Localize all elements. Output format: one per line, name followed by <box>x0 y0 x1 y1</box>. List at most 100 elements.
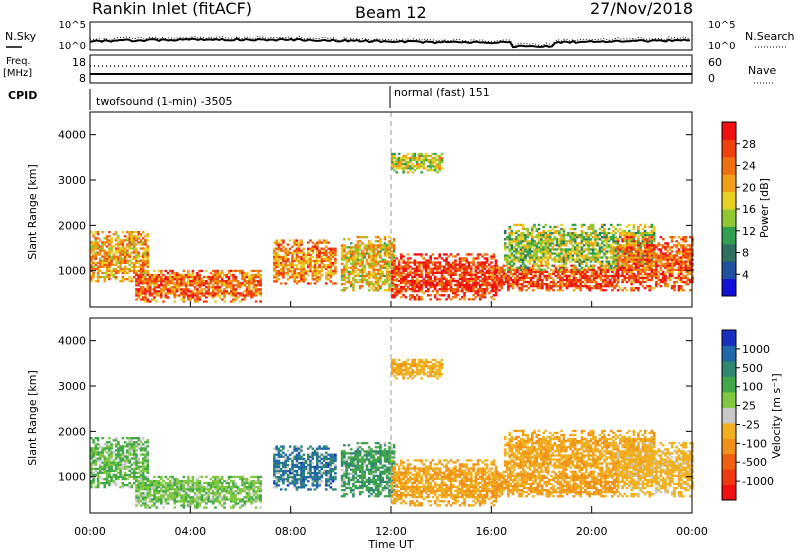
power-cell <box>257 273 260 277</box>
power-cell <box>101 245 104 248</box>
power-cell <box>485 290 489 293</box>
power-cell <box>94 237 98 240</box>
power-cell <box>483 277 487 281</box>
power-cell <box>101 261 104 264</box>
power-cell <box>612 240 615 243</box>
power-cell <box>391 253 394 256</box>
power-cell <box>591 231 595 235</box>
power-cell <box>652 268 656 271</box>
power-cell <box>180 298 183 301</box>
power-cell <box>630 256 633 259</box>
power-cell <box>397 265 401 268</box>
power-cell <box>621 240 624 243</box>
power-cell <box>680 287 683 290</box>
power-cell <box>563 274 567 278</box>
power-cell <box>666 254 669 257</box>
power-cell <box>363 266 366 269</box>
power-cell <box>343 248 346 251</box>
power-cell <box>611 270 614 273</box>
power-cell <box>540 238 543 241</box>
power-cell <box>92 243 95 246</box>
freq-label: Freq. <box>6 56 31 67</box>
power-cell <box>424 269 428 272</box>
power-cell <box>670 270 674 273</box>
power-cell <box>508 227 511 231</box>
power-cell <box>528 248 532 251</box>
power-cell <box>470 277 473 281</box>
power-cell <box>397 290 401 293</box>
power-cell <box>117 257 120 260</box>
power-cell <box>603 227 606 231</box>
velocity-cell <box>96 447 100 450</box>
power-cell <box>345 268 348 271</box>
power-cell <box>374 240 378 243</box>
power-cell <box>583 278 587 282</box>
power-cell <box>313 243 317 246</box>
power-cell <box>112 245 116 248</box>
power-cell <box>541 264 544 267</box>
power-cell <box>144 300 147 303</box>
power-cell <box>610 236 613 239</box>
power-cell <box>570 264 573 267</box>
power-cell <box>101 271 104 275</box>
power-cell <box>585 258 588 261</box>
power-cell <box>232 294 235 297</box>
power-cell <box>597 276 600 280</box>
power-cell <box>568 285 571 288</box>
power-cell <box>391 269 394 272</box>
power-cell <box>354 270 357 273</box>
power-cell <box>377 236 380 239</box>
power-cell <box>573 252 577 255</box>
power-cell <box>361 264 364 267</box>
power-cell <box>377 244 380 247</box>
power-cell <box>639 260 642 263</box>
power-cell <box>191 278 195 281</box>
power-cell <box>598 262 602 265</box>
velocity-cell <box>110 479 113 483</box>
power-cell <box>565 268 569 271</box>
power-cell <box>616 256 620 259</box>
velocity-cell <box>112 473 116 477</box>
power-cell <box>379 264 382 267</box>
power-cell <box>277 272 281 275</box>
power-cell <box>657 274 660 278</box>
power-cell <box>463 271 466 274</box>
power-cell <box>200 282 204 285</box>
power-cell <box>646 240 649 243</box>
power-cell <box>99 249 102 252</box>
power-cell <box>379 270 382 273</box>
power-cell <box>666 268 669 271</box>
power-cell <box>576 242 579 245</box>
power-cell <box>182 292 186 295</box>
power-cell <box>458 273 462 276</box>
power-cell <box>565 270 569 273</box>
power-cell <box>329 257 333 261</box>
power-cell <box>146 261 149 264</box>
power-cell <box>409 283 412 287</box>
power-cell <box>600 250 604 253</box>
power-cell <box>513 283 517 286</box>
power-cell <box>689 236 692 239</box>
power-cell <box>479 275 482 278</box>
power-cell <box>431 263 435 266</box>
power-cell <box>354 250 357 253</box>
power-cell <box>650 234 654 237</box>
power-cell <box>544 223 548 227</box>
power-cell <box>297 268 301 271</box>
power-cell <box>277 270 281 273</box>
power-cell <box>90 231 93 234</box>
power-cell <box>433 294 437 297</box>
power-cell <box>302 257 306 261</box>
power-cell <box>250 292 253 295</box>
power-cell <box>413 269 417 272</box>
power-cell <box>121 278 125 281</box>
velocity-cell <box>99 467 102 470</box>
power-cell <box>316 259 319 263</box>
power-cell <box>390 272 394 276</box>
velocity-cell <box>117 443 120 446</box>
power-cell <box>524 236 527 239</box>
power-cell <box>479 298 482 301</box>
power-cell <box>595 274 598 278</box>
power-cell <box>386 274 389 278</box>
power-cell <box>358 248 362 251</box>
